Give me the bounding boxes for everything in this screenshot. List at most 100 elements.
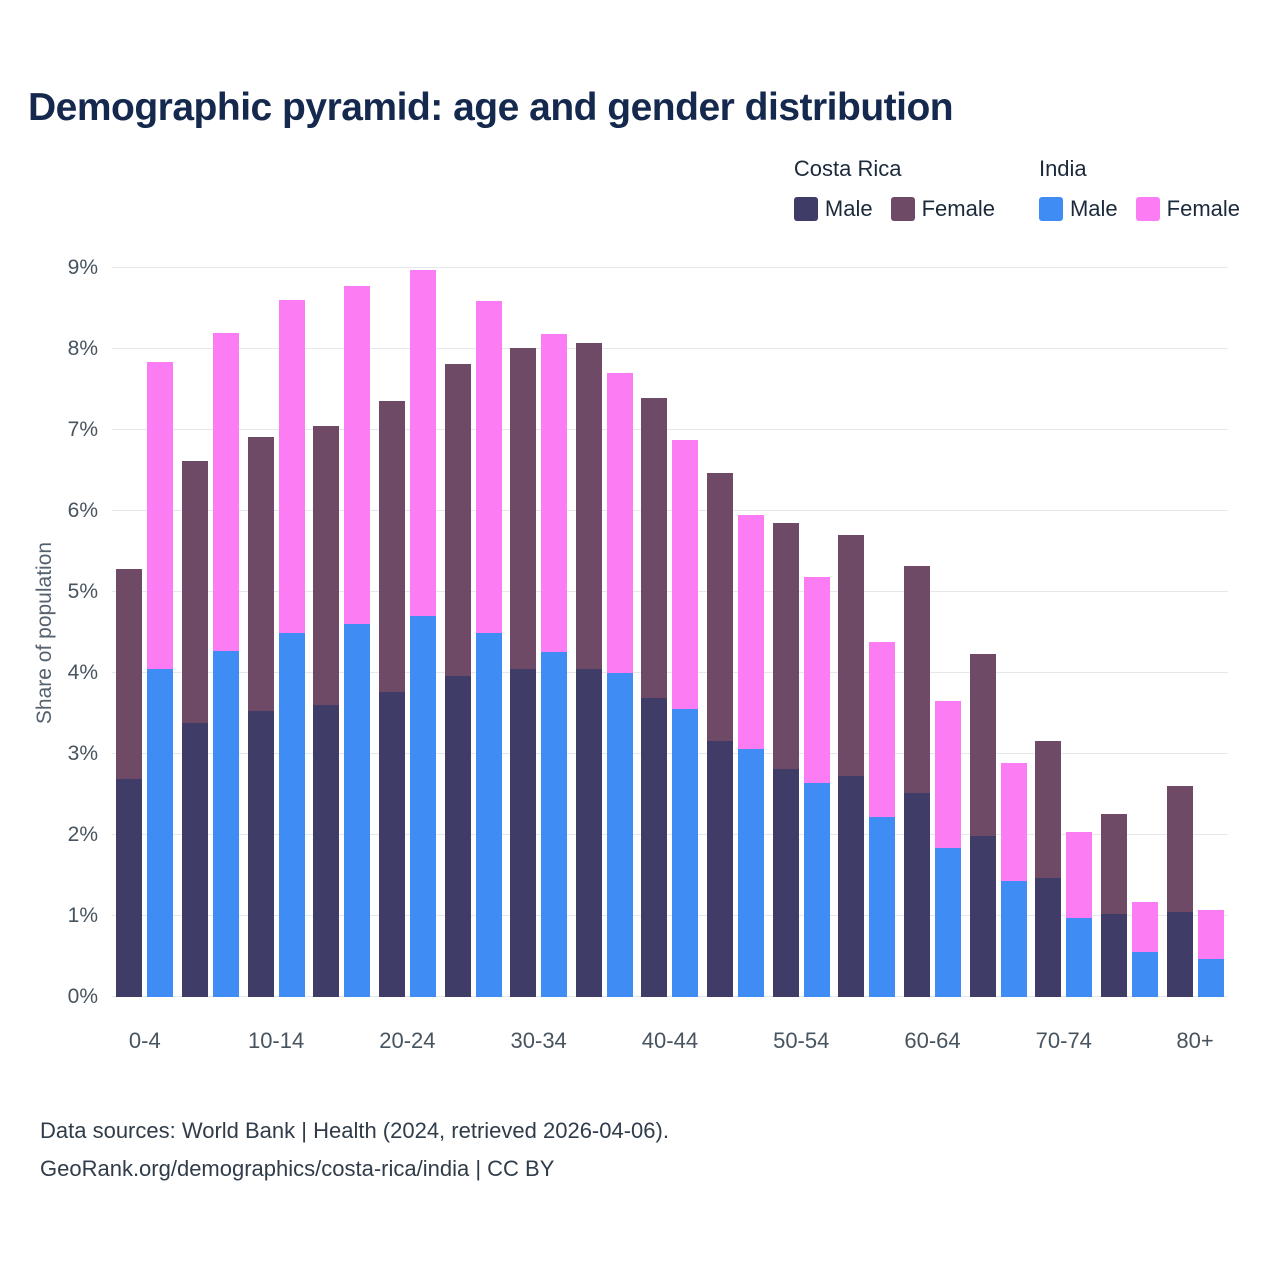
bar-segment-india-female-75-79[interactable]: [1131, 902, 1158, 953]
stacked-bar-costa-rica-50-54[interactable]: [772, 268, 799, 997]
legend-item-costa-rica-female[interactable]: Female: [890, 196, 995, 222]
bar-segment-costa-rica-female-0-4[interactable]: [116, 569, 143, 780]
stacked-bar-india-55-59[interactable]: [869, 268, 896, 997]
bar-segment-costa-rica-male-0-4[interactable]: [116, 779, 143, 997]
bar-segment-india-female-60-64[interactable]: [935, 701, 961, 848]
bar-segment-india-male-15-19[interactable]: [344, 624, 371, 997]
stacked-bar-india-70-74[interactable]: [1066, 268, 1093, 997]
legend-item-costa-rica-male[interactable]: Male: [793, 196, 873, 222]
bar-segment-costa-rica-male-5-9[interactable]: [181, 723, 208, 997]
bar-segment-india-male-65-69[interactable]: [1000, 881, 1027, 997]
stacked-bar-costa-rica-60-64[interactable]: [904, 268, 930, 997]
stacked-bar-costa-rica-10-14[interactable]: [247, 268, 274, 997]
stacked-bar-costa-rica-45-49[interactable]: [707, 268, 734, 997]
stacked-bar-india-5-9[interactable]: [212, 268, 239, 997]
stacked-bar-india-65-69[interactable]: [1000, 268, 1027, 997]
bar-segment-costa-rica-female-50-54[interactable]: [772, 523, 799, 770]
stacked-bar-costa-rica-0-4[interactable]: [116, 268, 143, 997]
bar-segment-india-male-75-79[interactable]: [1131, 952, 1158, 997]
bar-segment-costa-rica-female-75-79[interactable]: [1100, 813, 1127, 914]
stacked-bar-india-20-24[interactable]: [409, 268, 436, 997]
bar-segment-costa-rica-male-40-44[interactable]: [641, 698, 668, 997]
bar-segment-india-male-50-54[interactable]: [803, 783, 830, 997]
stacked-bar-india-35-39[interactable]: [606, 268, 633, 997]
bar-segment-costa-rica-female-15-19[interactable]: [313, 425, 340, 706]
bar-segment-india-male-25-29[interactable]: [475, 632, 502, 997]
bar-segment-costa-rica-male-70-74[interactable]: [1035, 877, 1062, 997]
bar-segment-india-female-40-44[interactable]: [672, 439, 699, 709]
bar-segment-india-male-40-44[interactable]: [672, 708, 699, 997]
stacked-bar-costa-rica-80+[interactable]: [1166, 268, 1193, 997]
bar-segment-costa-rica-male-25-29[interactable]: [444, 676, 471, 997]
stacked-bar-costa-rica-30-34[interactable]: [510, 268, 537, 997]
bar-segment-costa-rica-male-65-69[interactable]: [969, 835, 996, 997]
bar-segment-india-female-80+[interactable]: [1197, 909, 1224, 959]
legend-item-india-male[interactable]: Male: [1038, 196, 1118, 222]
bar-segment-costa-rica-female-5-9[interactable]: [181, 460, 208, 724]
bar-segment-india-male-5-9[interactable]: [212, 651, 239, 997]
bar-segment-india-male-10-14[interactable]: [278, 632, 305, 997]
bar-segment-costa-rica-female-25-29[interactable]: [444, 364, 471, 677]
bar-segment-india-female-35-39[interactable]: [606, 372, 633, 674]
bar-segment-india-female-55-59[interactable]: [869, 642, 896, 818]
stacked-bar-india-60-64[interactable]: [935, 268, 961, 997]
bar-segment-india-male-80+[interactable]: [1197, 958, 1224, 997]
bar-segment-costa-rica-male-30-34[interactable]: [510, 668, 537, 997]
bar-segment-costa-rica-female-20-24[interactable]: [378, 400, 405, 693]
bar-segment-india-female-0-4[interactable]: [147, 361, 174, 669]
legend-item-india-female[interactable]: Female: [1135, 196, 1240, 222]
stacked-bar-costa-rica-25-29[interactable]: [444, 268, 471, 997]
bar-segment-costa-rica-female-10-14[interactable]: [247, 436, 274, 712]
bar-segment-costa-rica-female-70-74[interactable]: [1035, 741, 1062, 878]
bar-segment-costa-rica-female-65-69[interactable]: [969, 654, 996, 836]
bar-segment-costa-rica-female-60-64[interactable]: [904, 566, 930, 793]
stacked-bar-costa-rica-40-44[interactable]: [641, 268, 668, 997]
stacked-bar-india-40-44[interactable]: [672, 268, 699, 997]
bar-segment-india-female-15-19[interactable]: [344, 285, 371, 625]
stacked-bar-costa-rica-70-74[interactable]: [1035, 268, 1062, 997]
bar-segment-costa-rica-male-35-39[interactable]: [575, 668, 602, 997]
bar-segment-india-female-5-9[interactable]: [212, 332, 239, 652]
stacked-bar-costa-rica-20-24[interactable]: [378, 268, 405, 997]
bar-segment-india-female-10-14[interactable]: [278, 299, 305, 633]
bar-segment-costa-rica-male-75-79[interactable]: [1100, 913, 1127, 997]
stacked-bar-india-45-49[interactable]: [738, 268, 765, 997]
bar-segment-costa-rica-female-40-44[interactable]: [641, 398, 668, 699]
bar-segment-india-female-65-69[interactable]: [1000, 762, 1027, 882]
bar-segment-costa-rica-male-20-24[interactable]: [378, 692, 405, 997]
bar-segment-costa-rica-female-80+[interactable]: [1166, 786, 1193, 912]
bar-segment-costa-rica-male-80+[interactable]: [1166, 911, 1193, 997]
bar-segment-india-female-70-74[interactable]: [1066, 831, 1093, 918]
stacked-bar-india-80+[interactable]: [1197, 268, 1224, 997]
bar-segment-costa-rica-female-55-59[interactable]: [838, 534, 865, 776]
bar-segment-india-male-45-49[interactable]: [738, 749, 765, 997]
stacked-bar-costa-rica-55-59[interactable]: [838, 268, 865, 997]
stacked-bar-costa-rica-75-79[interactable]: [1100, 268, 1127, 997]
stacked-bar-india-0-4[interactable]: [147, 268, 174, 997]
stacked-bar-india-50-54[interactable]: [803, 268, 830, 997]
stacked-bar-costa-rica-15-19[interactable]: [313, 268, 340, 997]
bar-segment-india-male-55-59[interactable]: [869, 817, 896, 997]
bar-segment-india-male-60-64[interactable]: [935, 847, 961, 997]
stacked-bar-costa-rica-65-69[interactable]: [969, 268, 996, 997]
bar-segment-india-female-25-29[interactable]: [475, 301, 502, 633]
bar-segment-india-female-50-54[interactable]: [803, 577, 830, 784]
bar-segment-india-male-70-74[interactable]: [1066, 917, 1093, 997]
bar-segment-india-male-30-34[interactable]: [541, 651, 568, 997]
bar-segment-india-male-0-4[interactable]: [147, 668, 174, 997]
bar-segment-india-female-45-49[interactable]: [738, 515, 765, 750]
bar-segment-india-male-35-39[interactable]: [606, 673, 633, 997]
stacked-bar-costa-rica-35-39[interactable]: [575, 268, 602, 997]
stacked-bar-india-30-34[interactable]: [541, 268, 568, 997]
bar-segment-costa-rica-female-35-39[interactable]: [575, 343, 602, 669]
bar-segment-costa-rica-female-30-34[interactable]: [510, 348, 537, 669]
stacked-bar-india-75-79[interactable]: [1131, 268, 1158, 997]
bar-segment-india-female-30-34[interactable]: [541, 333, 568, 652]
bar-segment-india-female-20-24[interactable]: [409, 270, 436, 617]
bar-segment-costa-rica-male-55-59[interactable]: [838, 775, 865, 997]
bar-segment-india-male-20-24[interactable]: [409, 616, 436, 997]
stacked-bar-india-10-14[interactable]: [278, 268, 305, 997]
bar-segment-costa-rica-female-45-49[interactable]: [707, 472, 734, 742]
stacked-bar-india-15-19[interactable]: [344, 268, 371, 997]
bar-segment-costa-rica-male-15-19[interactable]: [313, 705, 340, 997]
